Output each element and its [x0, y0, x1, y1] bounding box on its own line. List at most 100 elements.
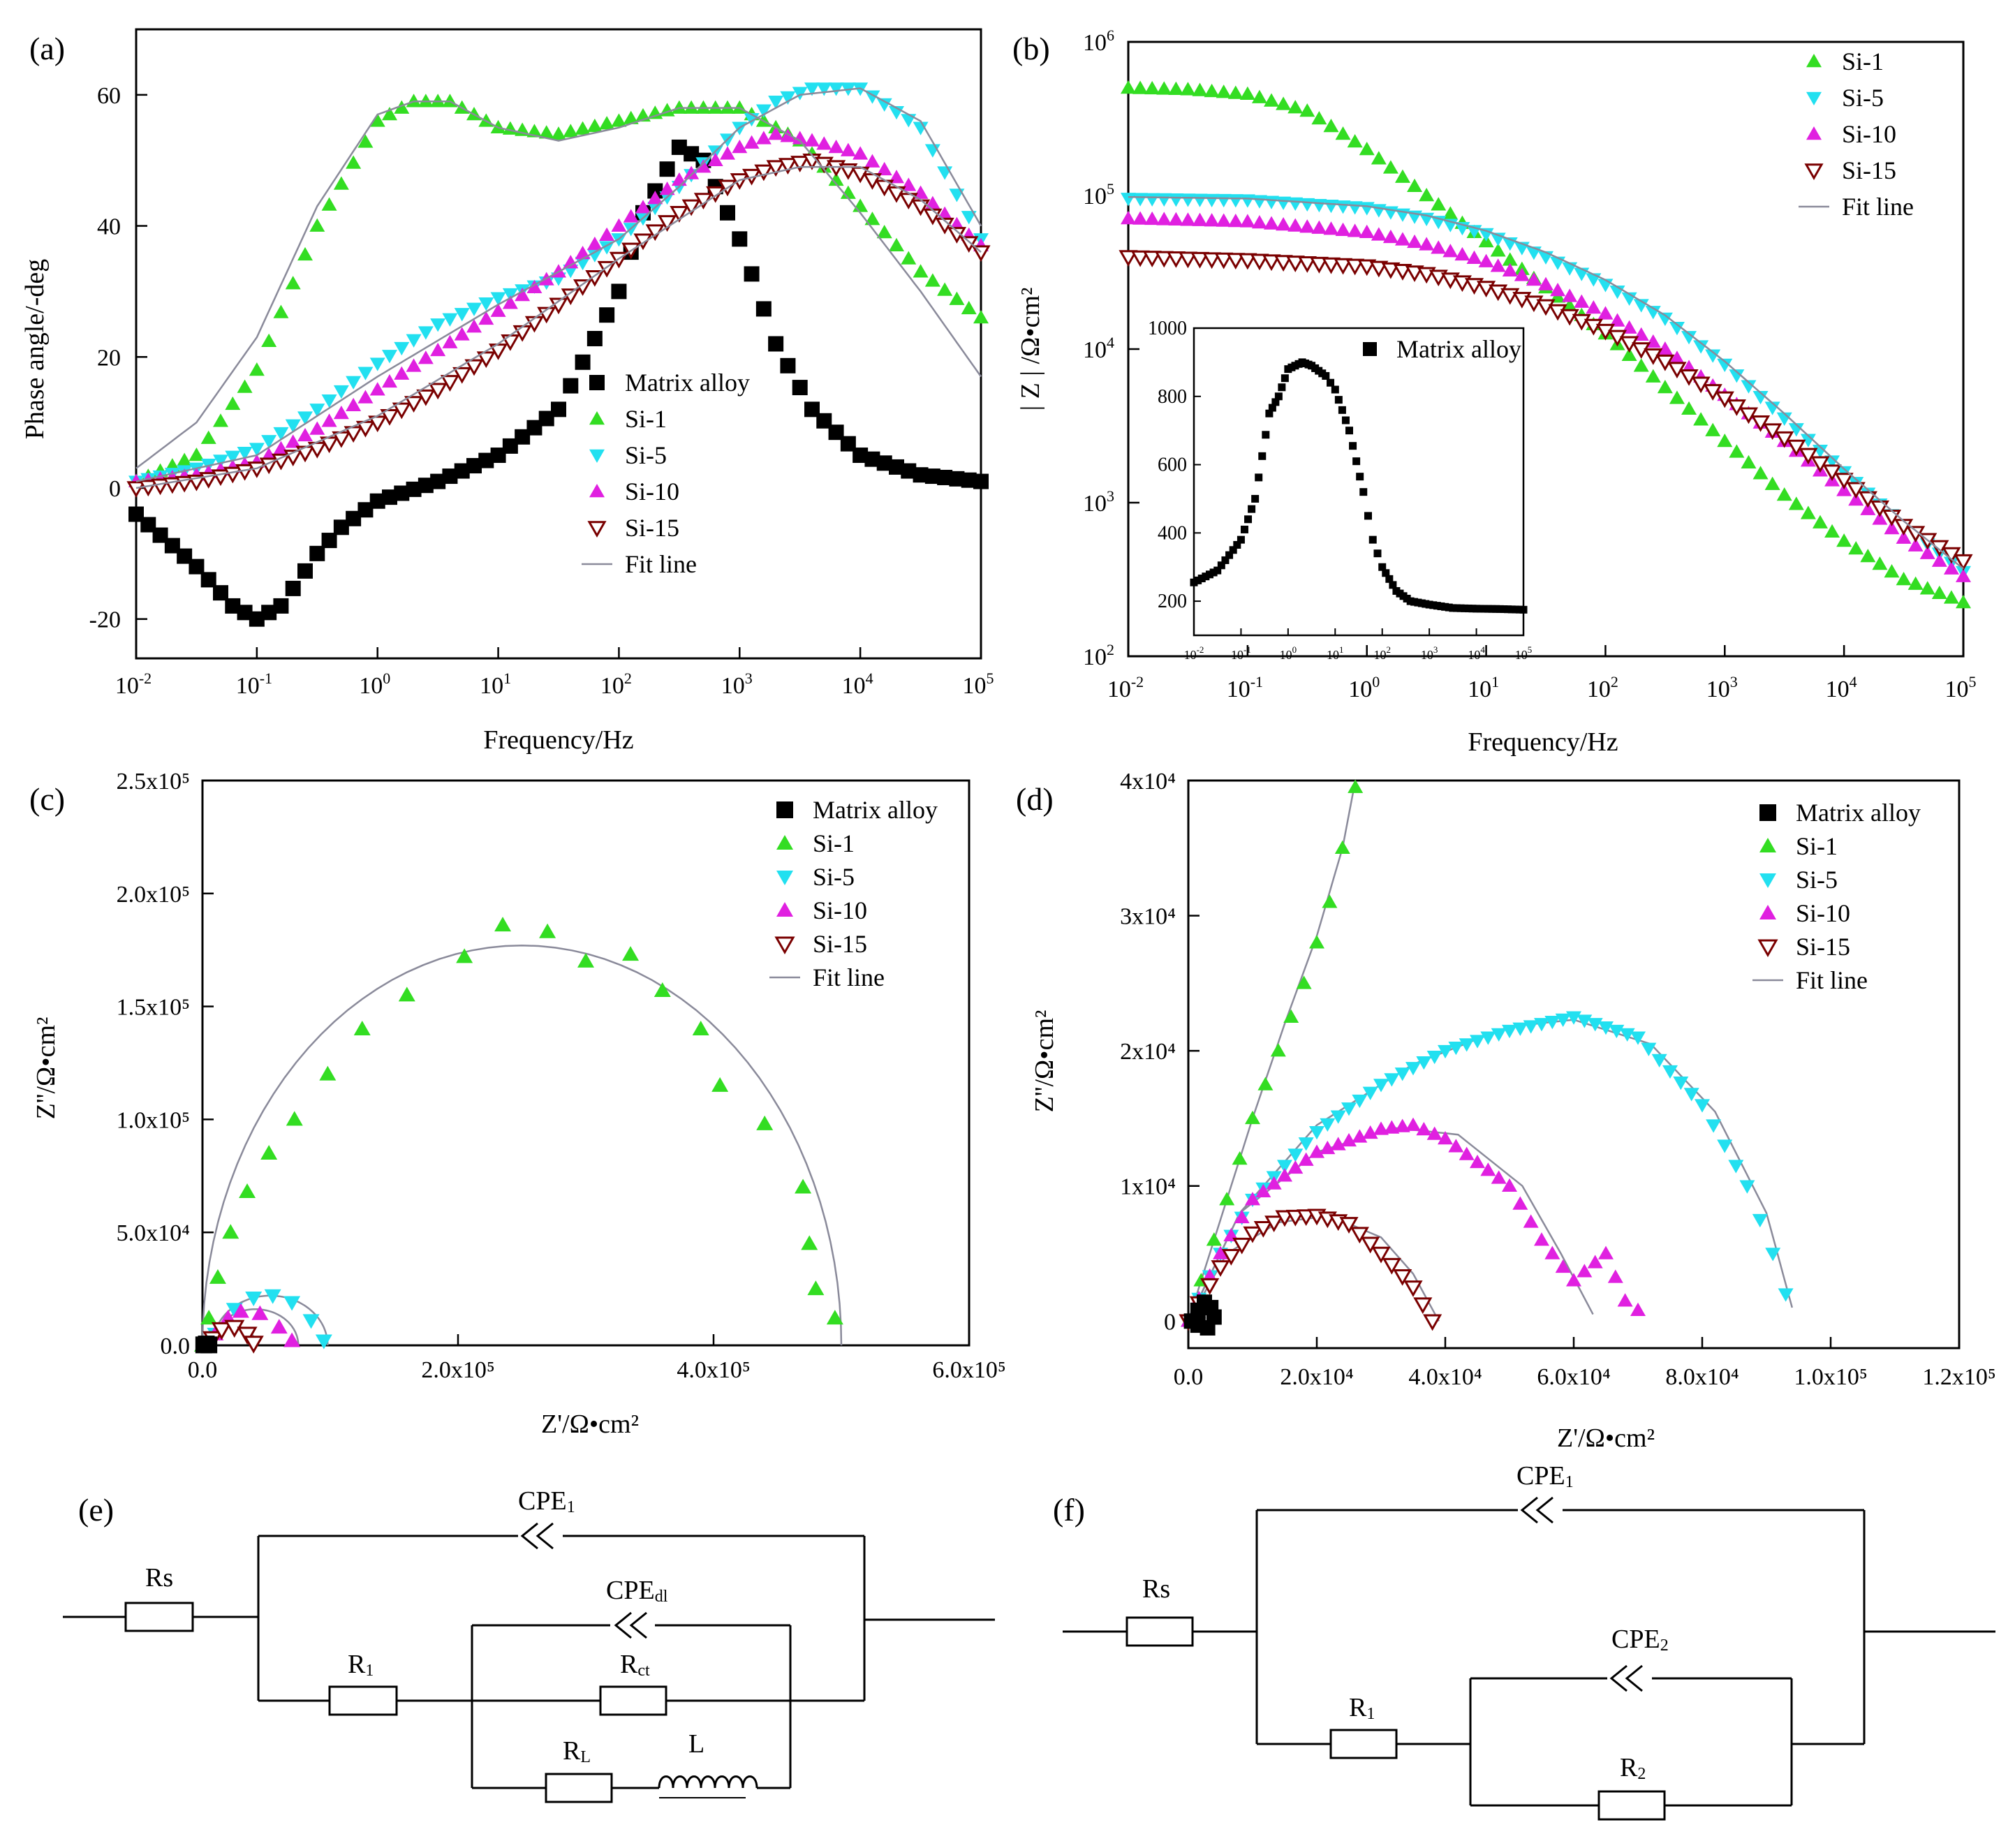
point-si-10	[1848, 492, 1864, 506]
point-matrix-alloy	[949, 471, 965, 487]
point-si-1	[1836, 533, 1852, 547]
point-si-5	[792, 87, 808, 101]
point-si-15	[1119, 250, 1138, 267]
point-si-1	[1848, 541, 1864, 555]
point-si-15	[1846, 482, 1866, 499]
point-si-15	[1154, 251, 1174, 268]
f-cpe2-label: CPE2	[1611, 1625, 1669, 1655]
point-si-5	[1728, 1160, 1744, 1174]
point-si-10	[1587, 1255, 1603, 1269]
point-si-5	[1298, 1137, 1314, 1151]
point-si-10	[852, 146, 869, 160]
point-si-15	[1382, 1257, 1401, 1275]
point-si-15	[1238, 253, 1257, 270]
point-matrix-alloy	[1280, 374, 1289, 383]
point-si-10	[659, 182, 675, 195]
fit-line	[135, 87, 982, 482]
point-matrix-alloy	[1258, 452, 1267, 460]
point-matrix-alloy	[961, 472, 977, 488]
x-tick-label: 6.0x10⁴	[1537, 1364, 1610, 1390]
point-si-5	[283, 1296, 301, 1311]
point-matrix-alloy	[1190, 1317, 1206, 1333]
e-cpe1-chevron	[520, 1522, 538, 1550]
point-si-5	[876, 98, 892, 112]
x-tick-label: 102	[600, 670, 632, 699]
point-si-15	[670, 206, 689, 223]
point-matrix-alloy	[1190, 578, 1198, 586]
legend-matrix-alloy-swatch	[589, 375, 605, 390]
f-cpe1-label: CPE1	[1516, 1461, 1574, 1491]
point-matrix-alloy	[297, 563, 313, 579]
point-si-5	[333, 385, 349, 399]
point-si-1	[1860, 549, 1876, 563]
point-si-10	[1359, 224, 1375, 239]
point-si-5	[1681, 331, 1697, 345]
point-si-1	[321, 197, 337, 211]
point-si-5	[1619, 1028, 1635, 1042]
point-si-10	[1362, 1125, 1378, 1139]
y-tick-label: 106	[1083, 27, 1114, 56]
point-matrix-alloy	[502, 438, 518, 454]
point-matrix-alloy	[804, 401, 820, 417]
panel-b-inset-plot-area	[1190, 358, 1528, 614]
point-si-5	[1741, 380, 1757, 394]
x-tick-label: 8.0x10⁴	[1665, 1364, 1739, 1390]
legend-si-1-label: Si-1	[625, 405, 667, 433]
point-si-10	[1478, 253, 1494, 267]
point-si-5	[1371, 204, 1387, 218]
panel-a-x-label: Frequency/Hz	[483, 725, 633, 755]
point-si-10	[1514, 267, 1530, 281]
point-si-5	[961, 211, 977, 225]
e-rl-resistor	[545, 1773, 613, 1803]
point-si-5	[1544, 1015, 1560, 1030]
point-si-1	[1442, 206, 1459, 220]
point-si-15	[392, 402, 411, 420]
point-si-15	[126, 481, 146, 498]
point-si-15	[1297, 256, 1317, 273]
e-rct-resistor	[599, 1685, 667, 1716]
point-si-5	[804, 82, 820, 96]
point-si-15	[1221, 1248, 1241, 1266]
point-si-1	[575, 121, 591, 135]
e-rs-label: Rs	[145, 1563, 173, 1592]
point-si-1	[901, 251, 917, 265]
point-matrix-alloy	[1205, 570, 1213, 579]
point-matrix-alloy	[1251, 494, 1260, 503]
legend-fit-line-label: Fit line	[813, 963, 885, 991]
legend-si-1-swatch	[589, 411, 605, 425]
point-matrix-alloy	[333, 519, 349, 535]
legend-si-1-swatch	[1806, 54, 1822, 68]
point-si-15	[549, 297, 568, 315]
point-si-5	[1534, 1018, 1549, 1032]
point-si-5	[1598, 1021, 1614, 1035]
point-si-15	[1799, 448, 1818, 465]
legend-si-15-label: Si-15	[625, 514, 679, 542]
point-si-1	[654, 982, 671, 997]
legend-si-5-swatch	[776, 871, 793, 885]
point-si-1	[807, 1280, 825, 1296]
point-si-10	[780, 128, 796, 142]
point-matrix-alloy	[490, 448, 506, 464]
point-si-5	[273, 427, 289, 441]
point-si-5	[1287, 1148, 1304, 1162]
point-si-10	[1454, 246, 1470, 261]
point-si-10	[232, 1303, 249, 1318]
point-si-1	[222, 1224, 239, 1239]
point-matrix-alloy	[1433, 602, 1441, 610]
point-si-10	[1266, 1176, 1282, 1190]
e-r1-resistor	[328, 1685, 398, 1716]
point-si-5	[1523, 1020, 1539, 1034]
x-tick-label: 2.0x10⁵	[421, 1357, 494, 1383]
point-matrix-alloy	[840, 436, 856, 452]
point-si-10	[792, 131, 808, 145]
point-si-5	[466, 302, 482, 316]
point-si-5	[382, 350, 397, 364]
e-cpedl-label: CPEdl	[606, 1576, 668, 1606]
x-tick-label: 101	[1468, 673, 1499, 702]
point-matrix-alloy	[913, 467, 929, 483]
x-tick-label: 0.0	[1174, 1364, 1204, 1390]
point-si-10	[1538, 276, 1553, 290]
point-si-1	[1287, 100, 1304, 114]
y-tick-label: 0	[1164, 1309, 1176, 1335]
legend-si-5-label: Si-5	[813, 863, 855, 891]
